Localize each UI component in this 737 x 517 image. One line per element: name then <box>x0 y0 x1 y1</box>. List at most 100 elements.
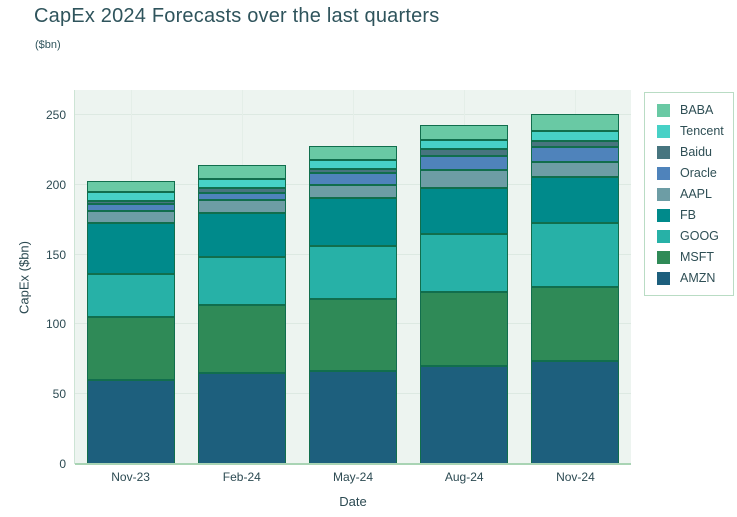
bar-segment-Oracle-Feb-24[interactable] <box>197 193 286 200</box>
legend-label-Baidu: Baidu <box>680 145 712 159</box>
x-axis-ticks: Nov-23 Feb-24 May-24 Aug-24 Nov-24 <box>75 470 631 484</box>
bar-Nov-24[interactable] <box>531 113 620 464</box>
bar-cell-Nov-23 <box>75 90 186 464</box>
legend-item-MSFT[interactable]: MSFT <box>657 250 724 264</box>
xtick-label-Nov-23: Nov-23 <box>111 470 150 484</box>
bar-segment-GOOG-Aug-24[interactable] <box>420 233 509 293</box>
bar-segment-AAPL-May-24[interactable] <box>309 184 397 199</box>
xtick-label-Aug-24: Aug-24 <box>444 470 484 484</box>
ytick-label-100: 100 <box>45 317 66 332</box>
legend-swatch-Tencent <box>657 124 670 138</box>
bar-segment-Baidu-May-24[interactable] <box>309 168 397 174</box>
bar-segment-FB-Nov-24[interactable] <box>531 176 620 224</box>
legend-item-FB[interactable]: FB <box>657 208 724 222</box>
bar-segment-Tencent-Nov-23[interactable] <box>86 191 175 201</box>
legend-label-AAPL: AAPL <box>680 187 712 201</box>
bar-segment-AAPL-Nov-23[interactable] <box>86 210 175 223</box>
legend-item-BABA[interactable]: BABA <box>657 103 724 117</box>
bar-segment-GOOG-Nov-23[interactable] <box>86 273 175 318</box>
chart-subtitle: ($bn) <box>35 39 61 51</box>
bar-cell-May-24 <box>297 90 408 464</box>
bar-segment-AAPL-Aug-24[interactable] <box>420 170 509 189</box>
legend: BABA Tencent Baidu Oracle AAPL FB GOOG MSFT AMZN <box>644 92 734 296</box>
xtick-label-May-24: May-24 <box>333 470 374 484</box>
bar-segment-MSFT-Aug-24[interactable] <box>420 292 509 366</box>
bar-segment-Oracle-Aug-24[interactable] <box>420 155 509 171</box>
bar-segment-MSFT-Nov-24[interactable] <box>531 287 620 362</box>
bar-segment-Oracle-Nov-24[interactable] <box>531 146 620 162</box>
bar-segment-MSFT-May-24[interactable] <box>309 299 397 371</box>
bar-cell-Nov-24 <box>520 90 631 464</box>
bar-segment-GOOG-Feb-24[interactable] <box>197 256 286 305</box>
bar-segment-MSFT-Feb-24[interactable] <box>197 304 286 374</box>
legend-label-Oracle: Oracle <box>680 166 717 180</box>
bar-cell-Feb-24 <box>186 90 297 464</box>
bar-segment-Baidu-Feb-24[interactable] <box>197 188 286 194</box>
bar-segment-BABA-Nov-24[interactable] <box>531 113 620 132</box>
xtick-label-Feb-24: Feb-24 <box>222 470 261 484</box>
bars-row <box>75 90 631 464</box>
legend-label-GOOG: GOOG <box>680 229 719 243</box>
bar-segment-Oracle-May-24[interactable] <box>309 173 397 185</box>
x-axis-title: Date <box>339 494 367 509</box>
bar-segment-GOOG-Nov-24[interactable] <box>531 223 620 288</box>
legend-swatch-GOOG <box>657 229 670 243</box>
legend-label-FB: FB <box>680 208 696 222</box>
ytick-label-150: 150 <box>45 247 66 262</box>
legend-swatch-FB <box>657 208 670 222</box>
legend-swatch-Baidu <box>657 145 670 159</box>
legend-item-AAPL[interactable]: AAPL <box>657 187 724 201</box>
legend-swatch-AAPL <box>657 187 670 201</box>
ytick-label-0: 0 <box>59 457 66 471</box>
bar-segment-FB-Feb-24[interactable] <box>197 212 286 257</box>
bar-segment-AAPL-Feb-24[interactable] <box>197 199 286 213</box>
bar-segment-Tencent-Feb-24[interactable] <box>197 179 286 189</box>
bar-segment-Baidu-Nov-23[interactable] <box>86 201 175 204</box>
bar-Nov-23[interactable] <box>86 180 175 464</box>
bar-segment-Baidu-Aug-24[interactable] <box>420 149 509 156</box>
bar-segment-FB-Aug-24[interactable] <box>420 188 509 234</box>
bar-segment-Baidu-Nov-24[interactable] <box>531 140 620 147</box>
legend-item-Oracle[interactable]: Oracle <box>657 166 724 180</box>
legend-item-Tencent[interactable]: Tencent <box>657 124 724 138</box>
bar-segment-BABA-May-24[interactable] <box>309 145 397 160</box>
bar-segment-AMZN-Nov-24[interactable] <box>531 361 620 464</box>
bar-Aug-24[interactable] <box>420 124 509 464</box>
legend-item-GOOG[interactable]: GOOG <box>657 229 724 243</box>
bar-segment-BABA-Aug-24[interactable] <box>420 124 509 141</box>
bar-segment-FB-May-24[interactable] <box>309 198 397 247</box>
bar-segment-AMZN-Nov-23[interactable] <box>86 380 175 464</box>
bar-May-24[interactable] <box>309 145 397 464</box>
y-axis-title: CapEx ($bn) <box>16 241 32 314</box>
legend-swatch-Oracle <box>657 166 670 180</box>
bar-segment-BABA-Feb-24[interactable] <box>197 164 286 180</box>
bar-segment-FB-Nov-23[interactable] <box>86 222 175 274</box>
bar-Feb-24[interactable] <box>197 164 286 464</box>
bar-segment-Tencent-May-24[interactable] <box>309 159 397 169</box>
legend-label-BABA: BABA <box>680 103 714 117</box>
legend-swatch-AMZN <box>657 271 670 285</box>
bar-segment-AMZN-Feb-24[interactable] <box>197 373 286 464</box>
legend-item-Baidu[interactable]: Baidu <box>657 145 724 159</box>
bar-segment-AMZN-Aug-24[interactable] <box>420 365 509 464</box>
ytick-label-50: 50 <box>52 387 66 402</box>
bar-segment-BABA-Nov-23[interactable] <box>86 180 175 192</box>
plot-area <box>74 90 631 465</box>
y-axis-line <box>74 90 75 464</box>
bar-segment-MSFT-Nov-23[interactable] <box>86 317 175 381</box>
bar-segment-Tencent-Aug-24[interactable] <box>420 140 509 150</box>
ytick-label-250: 250 <box>45 108 66 123</box>
bar-segment-Tencent-Nov-24[interactable] <box>531 131 620 141</box>
bar-segment-GOOG-May-24[interactable] <box>309 246 397 300</box>
chart-title: CapEx 2024 Forecasts over the last quart… <box>34 5 440 27</box>
bar-segment-AMZN-May-24[interactable] <box>309 370 397 464</box>
legend-swatch-BABA <box>657 103 670 117</box>
legend-label-Tencent: Tencent <box>680 124 724 138</box>
legend-label-AMZN: AMZN <box>680 271 716 285</box>
x-axis-line <box>75 463 631 465</box>
ytick-label-200: 200 <box>45 177 66 192</box>
bar-segment-AAPL-Nov-24[interactable] <box>531 161 620 177</box>
legend-item-AMZN[interactable]: AMZN <box>657 271 724 285</box>
xtick-label-Nov-24: Nov-24 <box>556 470 595 484</box>
bar-segment-Oracle-Nov-23[interactable] <box>86 203 175 211</box>
